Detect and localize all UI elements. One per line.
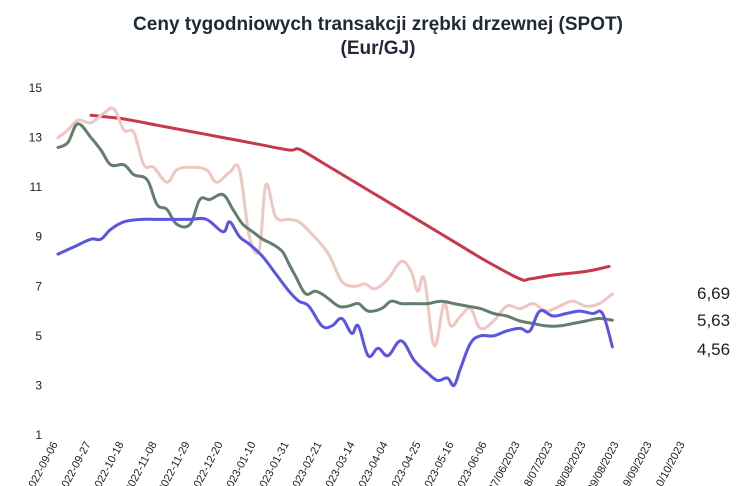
y-tick-label: 3 xyxy=(35,378,42,392)
series-end-label: 5,63 xyxy=(697,311,730,330)
x-tick-label: 27/06/2023 xyxy=(486,440,522,486)
x-tick-label: 2022-09-27 xyxy=(57,440,94,486)
chart-title: Ceny tygodniowych transakcji zrębki drze… xyxy=(133,14,623,35)
x-tick-label: 2022-11-29 xyxy=(156,440,193,486)
x-tick-label: 19/09/2023 xyxy=(618,440,654,486)
end-labels: 6,69 5,63 4,56 xyxy=(697,284,730,359)
series-line-3 xyxy=(56,122,614,328)
x-tick-label: 10/10/2023 xyxy=(651,440,687,486)
x-tick-label: 2023-04-25 xyxy=(387,440,424,486)
series-line-1 xyxy=(89,113,611,282)
x-tick-label: 08/08/2023 xyxy=(552,440,588,486)
y-tick-label: 5 xyxy=(35,329,42,343)
x-tick-label: 2023-03-14 xyxy=(321,440,358,486)
x-tick-label: 2023-01-31 xyxy=(255,440,292,486)
series-end-label: 4,56 xyxy=(697,340,730,359)
x-tick-label: 2023-04-04 xyxy=(354,440,391,486)
y-tick-label: 15 xyxy=(29,81,43,95)
x-tick-label: 2022-10-18 xyxy=(90,440,127,486)
y-tick-label: 1 xyxy=(35,428,42,442)
series-group xyxy=(56,106,614,388)
series-line-2 xyxy=(56,106,614,348)
x-tick-label: 29/08/2023 xyxy=(585,440,621,486)
x-tick-label: 18/07/2023 xyxy=(519,440,555,486)
x-tick-label: 2022-09-06 xyxy=(24,440,61,486)
series-end-label: 6,69 xyxy=(697,284,730,303)
x-tick-label: 2022-11-08 xyxy=(123,440,160,486)
x-tick-label: 2023-01-10 xyxy=(222,440,259,486)
x-tick-label: 2022-12-20 xyxy=(189,440,226,486)
y-tick-label: 13 xyxy=(29,131,43,145)
y-tick-label: 7 xyxy=(35,279,42,293)
series-line-4 xyxy=(56,216,614,388)
x-tick-label: 2023-05-16 xyxy=(420,440,457,486)
x-tick-label: 2023-02-21 xyxy=(288,440,325,486)
x-axis: 2022-09-062022-09-272022-10-182022-11-08… xyxy=(24,440,688,486)
y-tick-label: 9 xyxy=(35,230,42,244)
chart-subtitle: (Eur/GJ) xyxy=(341,38,416,59)
y-tick-label: 11 xyxy=(30,180,43,194)
x-tick-label: 2023-06-06 xyxy=(453,440,490,486)
